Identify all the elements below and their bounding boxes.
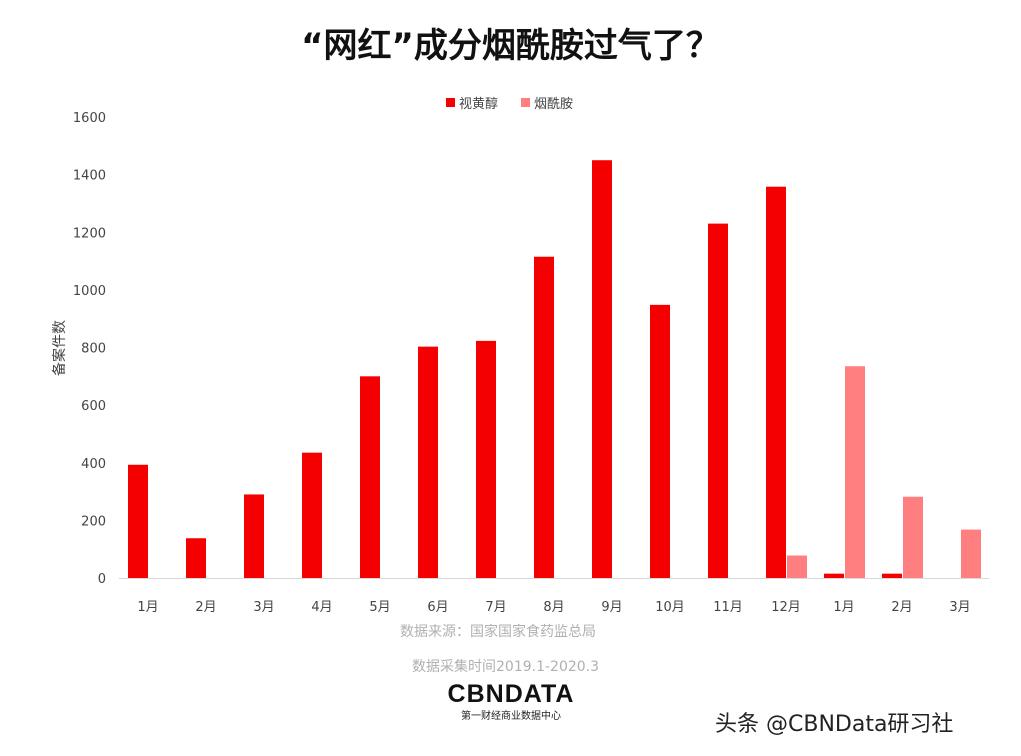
bar-retinol <box>766 186 786 578</box>
x-tick-label: 2月 <box>891 600 912 615</box>
x-tick-label: 12月 <box>771 600 801 615</box>
x-tick-label: 1月 <box>833 600 854 615</box>
bar-retinol <box>302 452 322 578</box>
bar-retinol <box>824 573 844 578</box>
y-tick-label: 1600 <box>73 111 106 126</box>
bar-retinol <box>534 256 554 578</box>
bar-niacinamide <box>787 555 807 578</box>
x-tick-label: 4月 <box>311 600 332 615</box>
legend-swatch <box>446 98 455 107</box>
y-tick-label: 1200 <box>73 226 106 241</box>
bar-retinol <box>708 223 728 578</box>
y-tick-label: 800 <box>81 342 106 357</box>
legend-swatch <box>521 98 530 107</box>
x-tick-label: 8月 <box>543 600 564 615</box>
y-tick-label: 0 <box>98 572 106 587</box>
chart-title: “网红”成分烟酰胺过气了？ <box>301 26 720 66</box>
x-tick-label: 7月 <box>485 600 506 615</box>
bar-retinol <box>244 494 264 578</box>
bar-retinol <box>592 160 612 578</box>
data-period-note: 数据采集时间2019.1-2020.3 <box>412 659 600 675</box>
x-tick-label: 11月 <box>713 600 743 615</box>
bar-retinol <box>650 304 670 578</box>
bar-niacinamide <box>961 529 981 578</box>
cbndata-logo: CBNDATA 第一财经商业数据中心 <box>446 680 576 722</box>
bar-retinol <box>360 376 380 578</box>
y-tick-label: 1400 <box>73 169 106 184</box>
data-source-note: 数据来源：国家国家食药监总局 <box>400 624 596 640</box>
bar-niacinamide <box>903 496 923 578</box>
legend-label: 视黄醇 <box>459 96 498 112</box>
legend-label: 烟酰胺 <box>534 97 573 112</box>
x-tick-label: 1月 <box>137 600 158 615</box>
bar-retinol <box>476 340 496 578</box>
logo-text: CBNDATA <box>447 680 575 708</box>
x-tick-label: 3月 <box>253 600 274 615</box>
bar-niacinamide <box>845 366 865 578</box>
x-tick-label: 5月 <box>369 600 390 615</box>
credit-text: 头条 @CBNData研习社 <box>715 712 954 737</box>
x-tick-label: 2月 <box>195 600 216 615</box>
y-tick-label: 600 <box>81 399 106 414</box>
x-tick-label: 6月 <box>427 600 448 615</box>
x-tick-label: 9月 <box>601 600 622 615</box>
logo-subtitle: 第一财经商业数据中心 <box>461 711 561 722</box>
y-tick-label: 200 <box>81 514 106 529</box>
y-tick-label: 400 <box>81 457 106 472</box>
y-tick-label: 1000 <box>73 284 106 299</box>
bar-retinol <box>418 346 438 578</box>
y-axis-label: 备案件数 <box>51 320 68 376</box>
bar-retinol <box>186 538 206 578</box>
x-tick-label: 3月 <box>949 600 970 615</box>
x-tick-label: 10月 <box>655 600 685 615</box>
bar-retinol <box>128 464 148 578</box>
bar-retinol <box>882 573 902 578</box>
